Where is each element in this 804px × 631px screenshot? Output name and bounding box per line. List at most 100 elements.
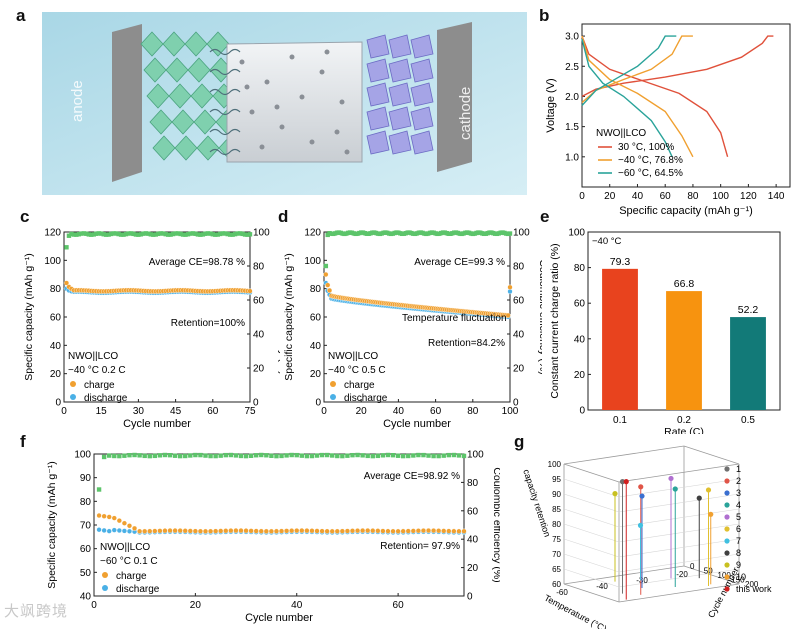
ion-dot bbox=[259, 144, 265, 150]
charge-point bbox=[385, 528, 391, 534]
anode-octahedron bbox=[193, 109, 217, 135]
panel-label-f: f bbox=[20, 432, 26, 451]
legend-swatch bbox=[330, 381, 336, 387]
charge-point bbox=[167, 527, 173, 534]
ce-point bbox=[183, 232, 188, 237]
cathode-block bbox=[388, 34, 412, 59]
legend-swatch bbox=[724, 550, 730, 556]
ce-point bbox=[395, 453, 401, 458]
charge-point bbox=[131, 525, 138, 531]
ce-point bbox=[218, 231, 223, 237]
ce-point bbox=[170, 231, 176, 237]
condition-label: −40 °C 0.5 C bbox=[328, 365, 386, 376]
ce-point bbox=[335, 453, 340, 459]
ce-point bbox=[314, 453, 320, 458]
legend-swatch bbox=[724, 478, 730, 484]
charge-point bbox=[121, 520, 128, 526]
ce-point bbox=[264, 453, 269, 458]
charge-point bbox=[375, 528, 381, 534]
anode-octahedron bbox=[196, 135, 220, 161]
charge-point bbox=[192, 528, 198, 534]
grid-line bbox=[563, 568, 620, 588]
legend-entry: discharge bbox=[84, 393, 128, 404]
z-axis-label: capacity retention bbox=[521, 468, 552, 538]
watermark-text: 大飒跨境 bbox=[4, 602, 69, 620]
legend-swatch bbox=[724, 514, 730, 520]
legend-entry: 2 bbox=[736, 476, 741, 486]
anode-octahedron bbox=[190, 83, 214, 109]
charge-point bbox=[289, 528, 295, 534]
bar-value-label: 52.2 bbox=[738, 304, 759, 316]
panel-label-d: d bbox=[278, 207, 289, 226]
charge-point bbox=[304, 528, 310, 534]
cathode-block bbox=[410, 58, 434, 83]
y2-tick-label: 100 bbox=[253, 228, 270, 239]
data-point bbox=[668, 475, 674, 482]
discharge-point bbox=[126, 528, 133, 534]
ce-point bbox=[121, 232, 126, 237]
ce-point bbox=[188, 231, 193, 236]
charge-point bbox=[147, 528, 153, 534]
ce-point bbox=[96, 231, 101, 236]
x-tick-label: -40 bbox=[596, 582, 608, 591]
x-tick-label: -60 bbox=[556, 588, 568, 597]
legend-entry: 6 bbox=[736, 524, 741, 534]
cathode-label: cathode bbox=[457, 87, 474, 140]
y2-tick-label: 60 bbox=[467, 506, 479, 517]
data-point bbox=[619, 479, 626, 485]
z-tick-label: 65 bbox=[552, 565, 561, 574]
charge-point bbox=[380, 528, 386, 534]
bar bbox=[666, 291, 702, 410]
ce-point bbox=[101, 232, 106, 237]
charge-point bbox=[400, 528, 406, 534]
ce-point bbox=[168, 232, 173, 237]
anode-octahedron bbox=[174, 135, 198, 161]
charge-point bbox=[162, 528, 168, 534]
ce-point bbox=[148, 232, 153, 237]
y-tick-label: 80 bbox=[50, 284, 62, 295]
y2-tick-label: 80 bbox=[467, 478, 479, 489]
ce-point bbox=[127, 452, 132, 458]
charge-point bbox=[365, 527, 371, 534]
legend-swatch bbox=[724, 490, 730, 496]
charge-point bbox=[223, 528, 229, 534]
ion-dot bbox=[339, 99, 345, 105]
y-tick-label: 2.0 bbox=[565, 92, 579, 103]
charge-point bbox=[284, 528, 290, 534]
ce-point bbox=[79, 231, 84, 236]
x-tick-label: 0 bbox=[61, 406, 67, 417]
ce-point bbox=[103, 232, 109, 237]
charge-point bbox=[126, 523, 133, 529]
ce-point bbox=[223, 452, 228, 458]
charge-point bbox=[248, 528, 254, 534]
ce-point bbox=[158, 231, 163, 236]
charge-point bbox=[430, 528, 437, 534]
ce-point bbox=[247, 232, 253, 237]
legend-entry: 8 bbox=[736, 548, 741, 558]
cathode-block bbox=[388, 106, 412, 131]
separator-wave bbox=[209, 108, 241, 116]
y-tick-label: 80 bbox=[574, 263, 586, 274]
grid-line bbox=[563, 523, 620, 543]
y2-tick-label: 100 bbox=[467, 450, 484, 461]
ce-point bbox=[274, 453, 279, 459]
grid-line bbox=[563, 553, 620, 573]
charge-point bbox=[157, 528, 163, 534]
ce-point bbox=[220, 231, 225, 236]
legend-swatch bbox=[724, 574, 730, 580]
annotation: Average CE=98.78 % bbox=[149, 257, 245, 268]
ce-point bbox=[185, 232, 191, 237]
ce-point bbox=[74, 232, 79, 237]
anode-octahedron bbox=[171, 109, 195, 135]
ce-point bbox=[89, 232, 94, 237]
grid-line bbox=[618, 508, 740, 528]
y2-tick-label: 80 bbox=[253, 262, 265, 273]
ce-point bbox=[66, 233, 72, 238]
y-tick-label: 120 bbox=[44, 228, 61, 239]
charge-point bbox=[436, 528, 442, 534]
ce-point bbox=[143, 231, 149, 236]
legend-title: NWO||LCO bbox=[100, 542, 150, 553]
x-tick-label: 45 bbox=[170, 406, 182, 417]
grid-line bbox=[618, 523, 740, 543]
charge-point bbox=[390, 528, 396, 534]
